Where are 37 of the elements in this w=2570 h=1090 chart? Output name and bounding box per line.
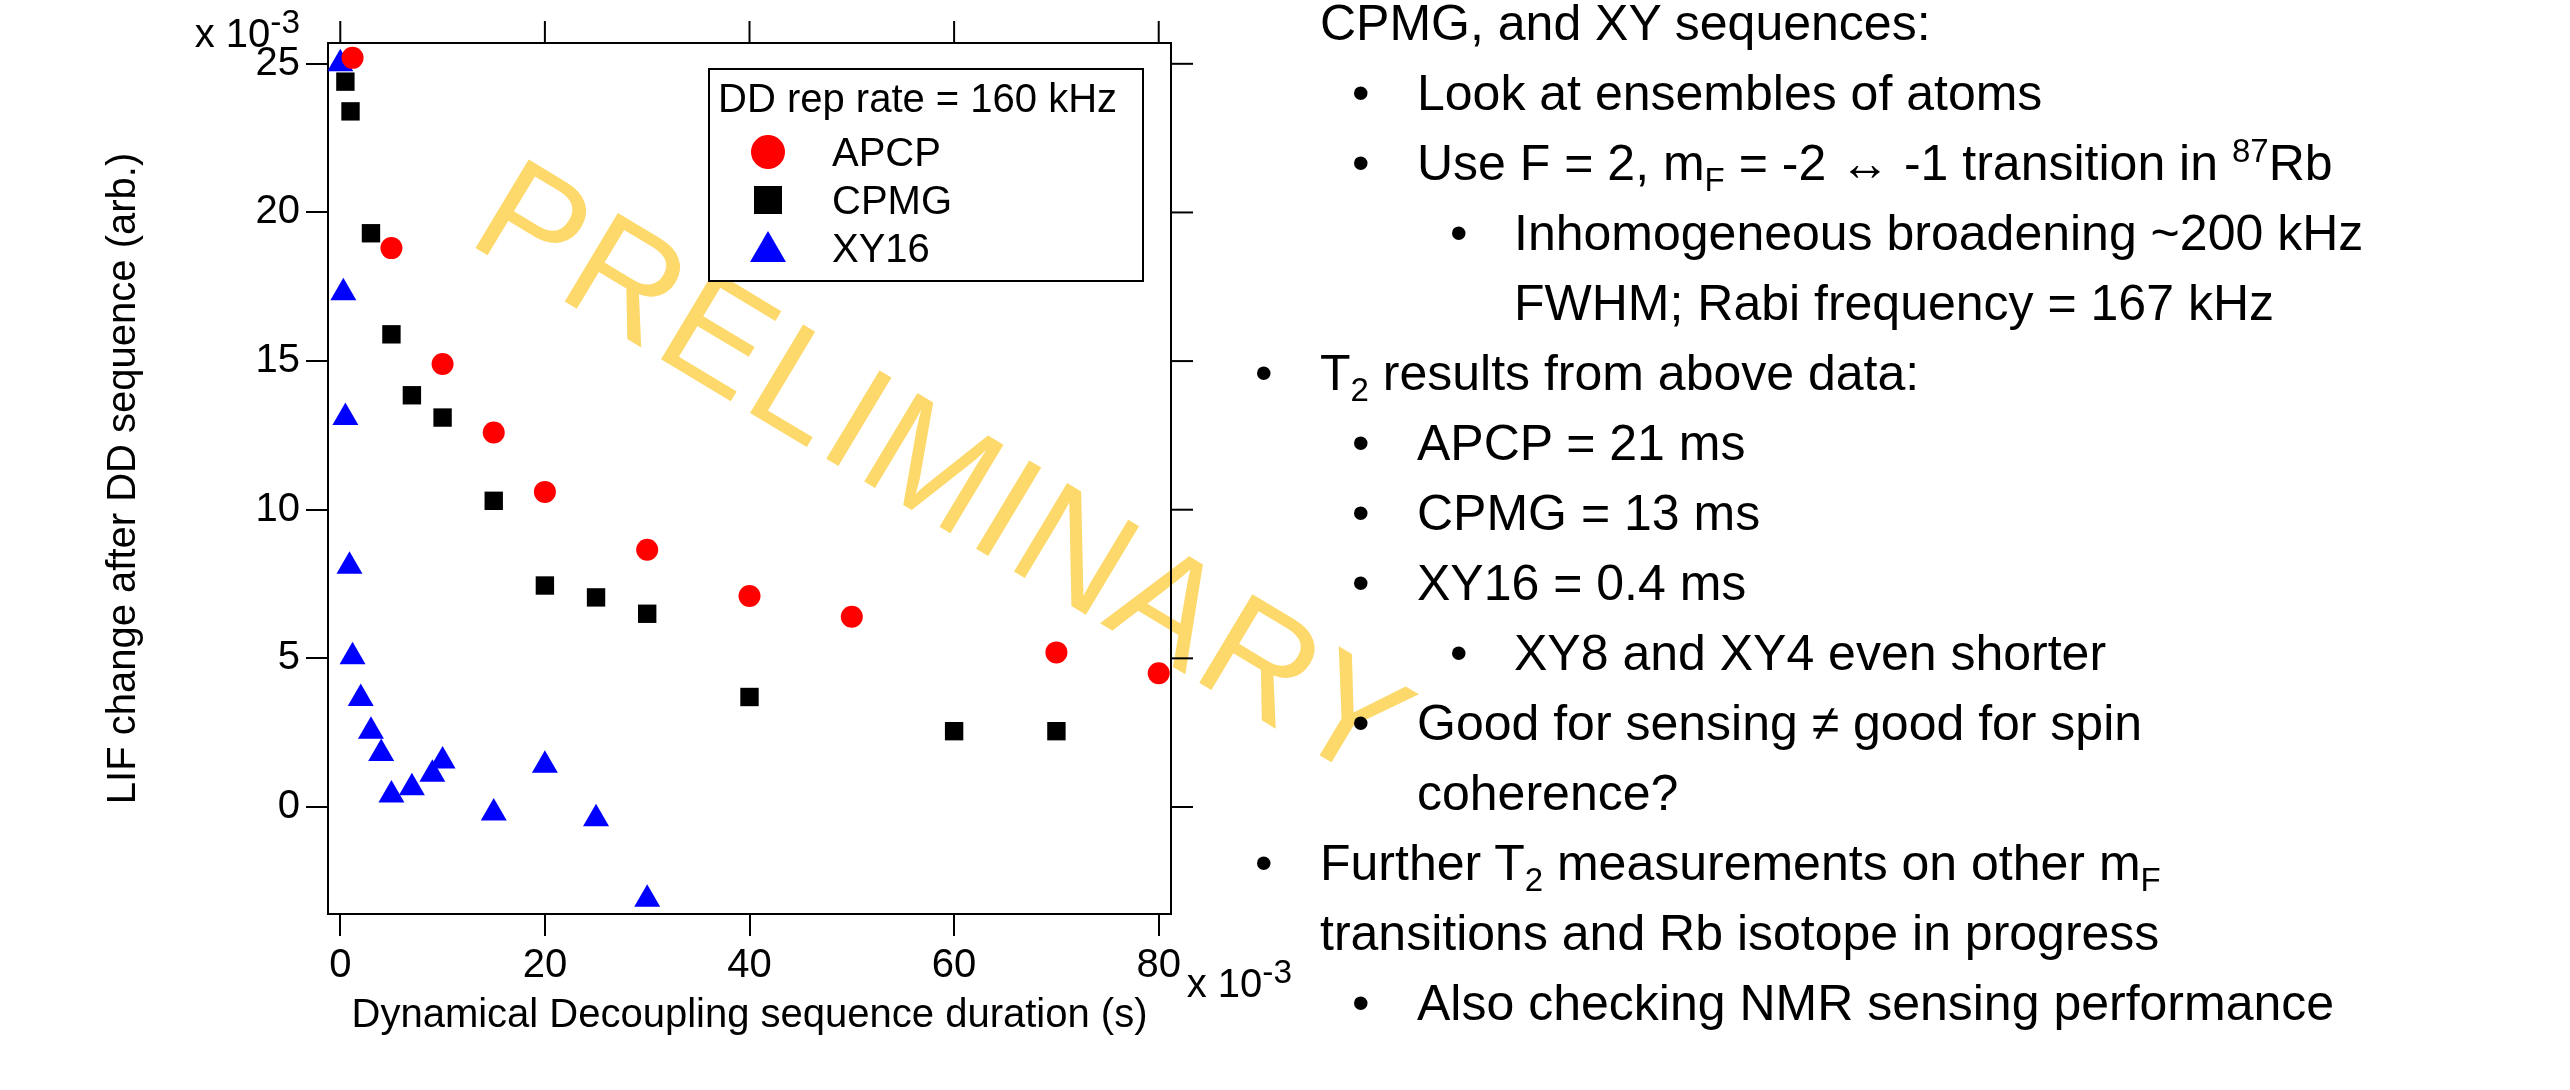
text: • Look at ensembles of atoms — [1352, 65, 2043, 121]
point — [398, 772, 425, 796]
point — [433, 408, 452, 427]
point — [480, 797, 507, 821]
text: • Inhomogeneous broadening ~200 kHz FWHM; Rabi frequency = 167 kHz — [1450, 204, 2364, 331]
point — [368, 738, 395, 761]
y-tick-label: 15 — [255, 336, 300, 381]
point — [431, 353, 454, 376]
x-axis-title: Dynamical Decoupling sequence duration (s) — [351, 991, 1148, 1036]
point — [419, 759, 446, 782]
point — [402, 386, 422, 405]
text: CPMG, and XY sequences: — [1320, 0, 1931, 51]
x-tick-label: 40 — [727, 941, 772, 986]
y-tick-label: 5 — [277, 633, 300, 678]
y-axis-title: LIF change after DD sequence (arb.) — [99, 152, 144, 805]
point — [380, 237, 403, 260]
y-tick-label: 20 — [255, 187, 300, 232]
point — [378, 780, 405, 803]
point — [341, 46, 364, 69]
text: • XY8 and XY4 even shorter — [1450, 624, 2107, 683]
y-tick-label: 0 — [277, 782, 300, 827]
point — [583, 803, 610, 827]
x-tick-label: 20 — [522, 941, 568, 986]
x-tick-label: 60 — [931, 941, 977, 986]
point — [347, 683, 374, 706]
point — [336, 72, 355, 91]
text: • Also checking NMR sensing performance — [1352, 974, 2335, 1033]
x-tick-label: 80 — [1136, 941, 1181, 986]
y-tick-label: 10 — [255, 484, 300, 529]
point — [339, 641, 366, 665]
x-tick-label: 0 — [329, 941, 352, 986]
point — [634, 884, 661, 907]
point — [357, 716, 384, 739]
legend-title: DD rep rate = 160 kHz — [718, 76, 1118, 120]
point — [361, 224, 381, 243]
point — [341, 102, 360, 121]
point — [382, 325, 401, 344]
